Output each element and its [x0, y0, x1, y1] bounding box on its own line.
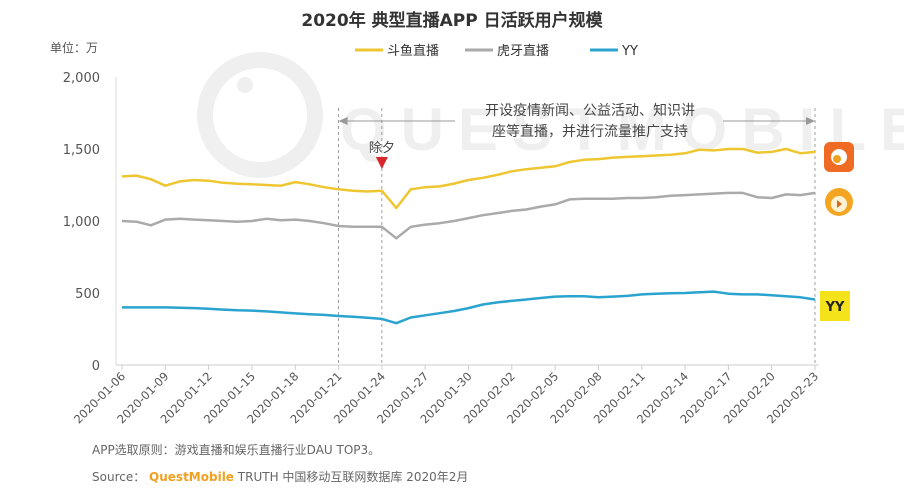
legend: 斗鱼直播 虎牙直播 YY — [355, 43, 638, 59]
legend-label-0: 斗鱼直播 — [387, 43, 439, 59]
annotation-text: 座等直播，并进行流量推广支持 — [492, 123, 688, 140]
y-tick-label: 0 — [92, 359, 100, 374]
series-line-2 — [122, 290, 816, 325]
douyu-app-icon — [824, 142, 854, 172]
svg-text:YY: YY — [825, 300, 845, 315]
huya-app-icon — [825, 188, 853, 216]
source-brand: QuestMobile — [149, 470, 234, 484]
arrow-left-icon — [338, 117, 348, 125]
annotation-text: 开设疫情新闻、公益活动、知识讲 — [485, 102, 695, 119]
source-label: Source： — [92, 470, 146, 484]
yy-app-icon: YY — [820, 291, 850, 321]
arrow-right-icon — [806, 117, 815, 125]
legend-label-2: YY — [621, 44, 638, 59]
y-tick-label: 2,000 — [63, 71, 100, 86]
y-axis-unit: 单位：万 — [50, 40, 98, 55]
source-text: TRUTH 中国移动互联网数据库 2020年2月 — [237, 470, 469, 484]
series-line-1 — [121, 191, 816, 240]
chart-title: 2020年 典型直播APP 日活跃用户规模 — [301, 10, 603, 31]
y-tick-label: 1,000 — [63, 215, 100, 230]
series-line-0 — [121, 147, 816, 210]
y-tick-label: 500 — [75, 287, 100, 302]
y-tick-label: 1,500 — [63, 143, 100, 158]
footer-note: APP选取原则：游戏直播和娱乐直播行业DAU TOP3。 — [92, 443, 381, 457]
annotation-label-chuxi: 除夕 — [369, 141, 395, 156]
red-triangle-marker — [375, 157, 388, 169]
footer-source: Source： QuestMobile TRUTH 中国移动互联网数据库 202… — [92, 468, 468, 485]
legend-label-1: 虎牙直播 — [497, 44, 549, 59]
